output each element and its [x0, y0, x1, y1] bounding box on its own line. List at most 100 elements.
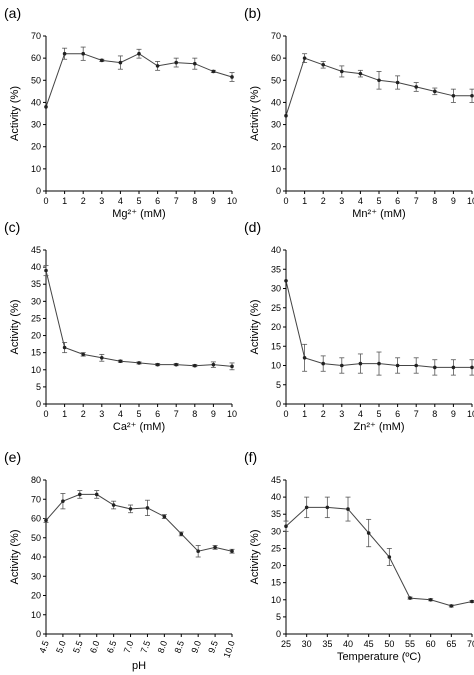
x-tick-label: 3 — [339, 196, 344, 206]
x-tick-label: 4 — [358, 196, 363, 206]
x-tick-label: 5.5 — [71, 639, 85, 654]
x-tick-label: 2 — [81, 196, 86, 206]
y-axis-title: Activity (%) — [9, 86, 21, 141]
x-axis-title: Zn²⁺ (mM) — [353, 421, 404, 433]
data-point — [44, 268, 48, 273]
data-point — [196, 549, 200, 554]
y-axis-title: Activity (%) — [249, 530, 261, 585]
x-tick-label: 6.0 — [88, 639, 102, 654]
data-point — [395, 80, 400, 85]
data-point — [145, 506, 150, 510]
x-axis-title: pH — [132, 660, 146, 672]
series-line — [45, 270, 233, 367]
y-tick-label: 40 — [271, 492, 281, 502]
data-point — [44, 105, 48, 109]
data-point — [340, 69, 344, 74]
x-tick-label: 4 — [358, 409, 363, 419]
data-point — [44, 518, 48, 523]
chart-panel-2: (b) 0 10 20 30 40 50 60 70 0 1 2 3 4 5 6 7 8 9 10 Mn²⁺ (mM) A… — [244, 5, 474, 220]
data-point — [358, 361, 363, 366]
data-point — [321, 62, 326, 67]
y-tick-label: 25 — [31, 313, 41, 323]
x-tick-label: 1 — [62, 409, 67, 419]
x-tick-label: 7 — [414, 196, 419, 206]
data-point — [155, 64, 160, 68]
series-line — [45, 53, 233, 108]
data-point — [449, 604, 454, 608]
data-point — [408, 596, 412, 600]
data-point — [62, 345, 67, 350]
y-tick-label: 5 — [36, 382, 41, 392]
data-point — [118, 60, 123, 65]
data-point — [433, 365, 437, 370]
data-point — [470, 365, 474, 370]
data-point — [470, 93, 474, 98]
x-tick-label: 0 — [43, 196, 48, 206]
y-tick-label: 20 — [31, 331, 41, 341]
y-tick-label: 10 — [31, 164, 41, 174]
data-point — [284, 279, 288, 283]
data-point — [128, 507, 133, 511]
y-tick-label: 10 — [31, 365, 41, 375]
x-tick-label: 50 — [384, 639, 394, 649]
y-tick-label: 5 — [276, 380, 281, 390]
x-tick-label: 3 — [99, 196, 104, 206]
x-axis-title: Mg²⁺ (mM) — [112, 208, 165, 220]
y-tick-label: 70 — [271, 31, 281, 41]
x-tick-label: 8 — [192, 196, 197, 206]
chart-panel-1: (a) 0 10 20 30 40 50 60 70 0 1 2 3 4 5 6 7 8 9 10 Mg²⁺ (mM) A… — [4, 5, 237, 220]
chart-panel-4: (d) 0 5 10 15 20 25 30 35 40 0 1 2 3 4 5 6 7 8 9 10 Zn²⁺ (mM)… — [244, 219, 474, 433]
data-point — [174, 362, 178, 367]
data-point — [230, 549, 234, 554]
y-tick-label: 60 — [31, 53, 41, 63]
data-point — [230, 75, 234, 79]
y-tick-label: 20 — [271, 142, 281, 152]
x-tick-label: 1 — [302, 196, 307, 206]
chart-panel-5: (e) 0 10 20 30 40 50 60 70 80 4.5 5.0 5.5 6.0 6.5 7.0 7.… — [4, 449, 237, 672]
data-point — [302, 356, 307, 360]
x-tick-label: 5 — [136, 196, 141, 206]
x-axis-title: Mn²⁺ (mM) — [352, 208, 405, 220]
x-tick-label: 7 — [414, 409, 419, 419]
x-tick-label: 9 — [451, 196, 456, 206]
data-point — [377, 361, 381, 366]
x-tick-label: 55 — [405, 639, 415, 649]
x-tick-label: 10 — [467, 196, 474, 206]
panel-label: (f) — [244, 449, 257, 465]
data-point — [395, 363, 400, 368]
x-tick-label: 10 — [227, 409, 237, 419]
y-tick-label: 25 — [271, 303, 281, 313]
y-axis-title: Activity (%) — [9, 530, 21, 585]
y-tick-label: 40 — [271, 245, 281, 255]
data-point — [346, 507, 350, 511]
panel-label: (e) — [4, 449, 21, 465]
data-point — [211, 362, 216, 367]
panel-label: (b) — [244, 5, 261, 21]
y-tick-label: 30 — [271, 284, 281, 294]
y-tick-label: 0 — [36, 399, 41, 409]
data-point — [211, 69, 216, 74]
x-tick-label: 3 — [339, 409, 344, 419]
x-tick-label: 10 — [227, 196, 237, 206]
y-tick-label: 35 — [31, 279, 41, 289]
data-point — [321, 361, 326, 366]
data-point — [284, 113, 288, 118]
x-tick-label: 8.5 — [172, 639, 186, 654]
x-tick-label: 4.5 — [37, 639, 51, 654]
y-tick-label: 30 — [31, 120, 41, 130]
data-point — [302, 56, 307, 60]
y-tick-label: 50 — [31, 75, 41, 85]
data-point — [94, 492, 99, 497]
data-point — [358, 71, 363, 76]
y-tick-label: 10 — [271, 595, 281, 605]
data-point — [179, 532, 184, 536]
data-point — [162, 514, 167, 519]
data-point — [366, 531, 371, 535]
y-tick-label: 0 — [276, 629, 281, 639]
y-tick-label: 70 — [31, 31, 41, 41]
y-tick-label: 0 — [36, 186, 41, 196]
data-point — [414, 363, 419, 368]
x-tick-label: 9.0 — [189, 639, 203, 654]
x-tick-label: 9 — [211, 196, 216, 206]
